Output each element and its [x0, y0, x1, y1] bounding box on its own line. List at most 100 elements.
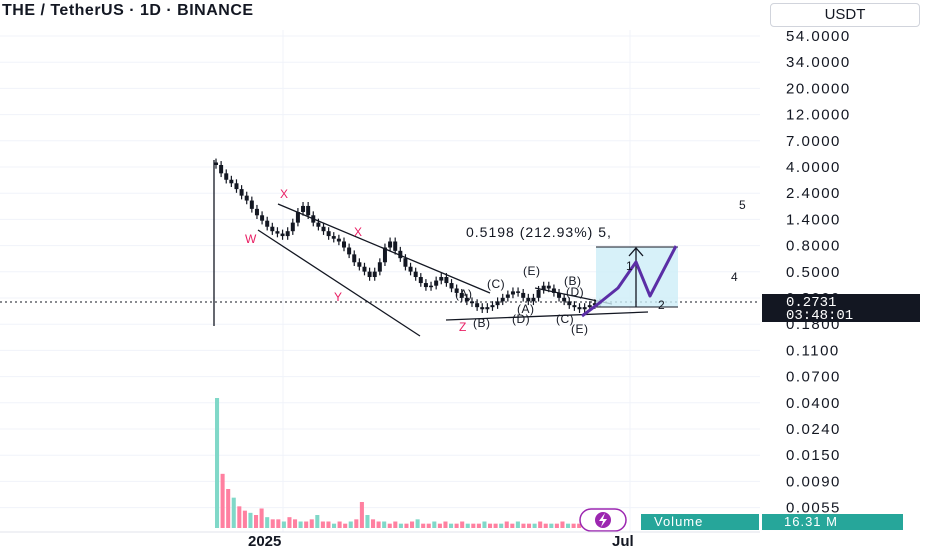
- wave-label: (A): [455, 287, 473, 301]
- wave-label: 2: [658, 298, 665, 312]
- volume-bar: [510, 523, 515, 528]
- y-tick-label: 1.4000: [786, 211, 841, 228]
- wave-label: (B): [473, 316, 491, 330]
- target-box: [596, 247, 678, 307]
- candle-body: [495, 301, 500, 306]
- y-tick-label: 0.0400: [786, 395, 841, 412]
- candle-body: [347, 247, 352, 255]
- wave-label: (E): [523, 264, 541, 278]
- candle-body: [516, 291, 521, 293]
- candle-body: [316, 222, 321, 227]
- volume-bar: [281, 521, 286, 528]
- candle-body: [244, 195, 249, 201]
- volume-bar: [577, 523, 582, 528]
- candle-body: [413, 271, 418, 278]
- volume-bar: [270, 519, 275, 528]
- candle-body: [219, 165, 224, 174]
- candle-body: [454, 288, 459, 293]
- volume-bar: [554, 523, 559, 528]
- y-tick-label: 7.0000: [786, 133, 841, 150]
- volume-bar: [398, 523, 403, 528]
- volume-value: 16.31 M: [784, 514, 838, 529]
- candle-body: [331, 236, 336, 239]
- y-tick-label: 0.0055: [786, 500, 841, 517]
- volume-bar: [504, 521, 509, 528]
- wave-label: (B): [564, 274, 582, 288]
- volume-bar: [465, 523, 470, 528]
- lightning-icon[interactable]: [579, 508, 627, 532]
- price-tag-value: 0.2731: [786, 295, 836, 311]
- volume-bar: [571, 523, 576, 528]
- candle-body: [285, 231, 290, 237]
- candle-body: [500, 297, 505, 302]
- candle-body: [249, 200, 254, 209]
- candle-body: [505, 294, 510, 298]
- volume-bar: [304, 521, 309, 528]
- volume-bar: [432, 521, 437, 528]
- volume-bar: [471, 523, 476, 528]
- candle-body: [367, 271, 372, 278]
- volume-bar: [454, 523, 459, 528]
- candle-body: [372, 271, 377, 278]
- wave-labels-red: X W X Y Z: [245, 187, 466, 334]
- candle-body: [408, 266, 413, 272]
- wave-label-red: X: [280, 187, 288, 201]
- candle-body: [270, 226, 275, 232]
- candle-body: [485, 307, 490, 310]
- candle-body: [265, 220, 270, 227]
- volume-bar: [248, 512, 253, 528]
- candle-body: [577, 307, 582, 310]
- candle-body: [321, 226, 326, 232]
- volume-bar: [365, 515, 370, 528]
- lower-trendline-1: [257, 229, 421, 337]
- candle-body: [352, 254, 357, 263]
- candle-body: [439, 277, 444, 281]
- trend-lines: [213, 160, 649, 337]
- x-tick-label: Jul: [612, 533, 634, 550]
- candle-body: [388, 241, 393, 248]
- volume-bar: [220, 473, 225, 528]
- candle-body: [239, 189, 244, 196]
- wave-label-red: Y: [334, 290, 342, 304]
- candle-body: [521, 292, 526, 298]
- wave-label: (D): [566, 285, 584, 299]
- upper-trendline-1: [277, 203, 491, 294]
- volume-bar: [521, 523, 526, 528]
- currency-selector[interactable]: USDT: [770, 3, 920, 27]
- volume-bar: [549, 523, 554, 528]
- candle-body: [301, 205, 306, 212]
- volume-bar: [254, 515, 259, 528]
- candle-body: [224, 173, 229, 180]
- volume-bar: [560, 521, 565, 528]
- volume-value-badge: [762, 514, 903, 530]
- candle-body: [464, 297, 469, 302]
- volume-bar: [287, 517, 292, 528]
- volume-bar: [437, 523, 442, 528]
- volume-bar: [410, 521, 415, 528]
- y-axis: 54.0000 34.0000 20.0000 12.0000 7.0000 4.0000…: [786, 28, 851, 517]
- volume-bar: [276, 519, 281, 528]
- price-tag-countdown: 03:48:01: [786, 308, 853, 324]
- wave-label: (C): [556, 312, 574, 326]
- wave-label-red: W: [245, 232, 257, 246]
- wave-label: (C): [487, 277, 505, 291]
- volume-bar: [237, 506, 242, 528]
- candle-body: [423, 283, 428, 288]
- y-tick-label: 0.0150: [786, 447, 841, 464]
- volume-bar: [404, 523, 409, 528]
- candle-body: [357, 262, 362, 267]
- wave-labels: (A) (C) (E) (B) (D) (B) (A) (D) (C) (E) …: [455, 198, 746, 336]
- y-tick-label: 20.0000: [786, 80, 851, 97]
- candle-body: [444, 277, 449, 284]
- wave-label: (A): [517, 302, 535, 316]
- candle-body: [336, 238, 341, 242]
- volume-bar: [337, 521, 342, 528]
- volume-bar: [343, 523, 348, 528]
- volume-bar: [493, 523, 498, 528]
- y-tick-label: 12.0000: [786, 107, 851, 124]
- volume-bar: [532, 523, 537, 528]
- wave-label: 4: [731, 270, 738, 284]
- y-tick-label: 34.0000: [786, 54, 851, 71]
- candle-body: [531, 297, 536, 302]
